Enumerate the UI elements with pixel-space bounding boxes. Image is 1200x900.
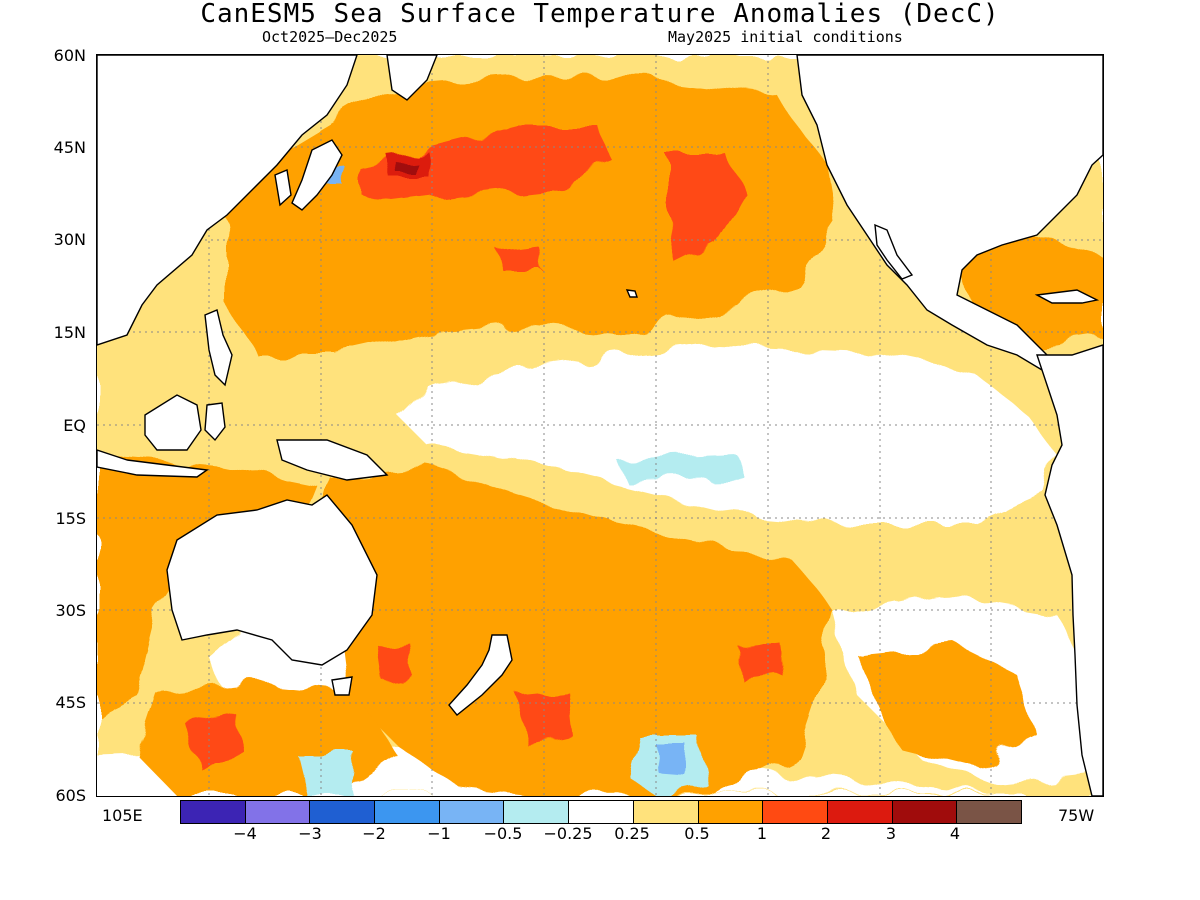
map-canvas bbox=[97, 55, 1103, 796]
colorbar-label: −1 bbox=[427, 824, 451, 843]
colorbar-swatch bbox=[439, 801, 505, 823]
land-philippines bbox=[204, 309, 233, 387]
land-australia bbox=[166, 494, 378, 666]
colorbar-swatch bbox=[763, 801, 828, 823]
lat-label-30s: 30S bbox=[55, 601, 86, 620]
land-masses bbox=[97, 55, 1103, 796]
colorbar-swatch bbox=[827, 801, 893, 823]
land-sulawesi bbox=[204, 402, 226, 442]
colorbar-label: −0.5 bbox=[483, 824, 523, 843]
land-java bbox=[97, 449, 209, 478]
lat-label-60n: 60N bbox=[53, 46, 86, 65]
colorbar-swatch bbox=[375, 801, 440, 823]
lon-label-left: 105E bbox=[102, 806, 143, 825]
land-asia bbox=[97, 55, 358, 346]
colorbar-swatch bbox=[504, 801, 570, 823]
lat-label-15n: 15N bbox=[53, 323, 86, 342]
colorbar-label: 0.25 bbox=[614, 824, 650, 843]
colorbar-swatch bbox=[181, 801, 246, 823]
lat-label-45n: 45N bbox=[53, 138, 86, 157]
land-new-zealand bbox=[448, 634, 513, 716]
colorbar-swatch bbox=[245, 801, 311, 823]
lat-label-eq: EQ bbox=[63, 416, 86, 435]
land-borneo bbox=[144, 394, 202, 451]
lat-label-45s: 45S bbox=[55, 693, 86, 712]
lat-label-15s: 15S bbox=[55, 509, 86, 528]
sst-anomaly-map bbox=[96, 54, 1104, 797]
colorbar-swatch bbox=[957, 801, 1021, 823]
colorbar-label: −0.25 bbox=[543, 824, 593, 843]
colorbar-label: 0.5 bbox=[684, 824, 710, 843]
lat-label-30n: 30N bbox=[53, 230, 86, 249]
map-title: CanESM5 Sea Surface Temperature Anomalie… bbox=[200, 0, 1000, 29]
colorbar-label: −2 bbox=[362, 824, 386, 843]
forecast-period: Oct2025–Dec2025 bbox=[262, 28, 398, 46]
land-cuba bbox=[1034, 289, 1100, 304]
initial-conditions: May2025 initial conditions bbox=[668, 28, 903, 46]
land-baja bbox=[874, 223, 914, 280]
colorbar-label: 4 bbox=[949, 824, 961, 843]
colorbar-label: 3 bbox=[885, 824, 897, 843]
colorbar-label: −3 bbox=[298, 824, 322, 843]
land-kamchatka bbox=[386, 55, 438, 101]
colorbar-swatch bbox=[569, 801, 634, 823]
colorbar bbox=[180, 800, 1022, 824]
colorbar-swatch bbox=[310, 801, 376, 823]
land-japan bbox=[291, 139, 343, 211]
land-hawaii bbox=[625, 289, 638, 298]
colorbar-label: −4 bbox=[233, 824, 257, 843]
land-new-guinea bbox=[276, 439, 389, 481]
land-south-america bbox=[1036, 344, 1103, 796]
lat-label-60s: 60S bbox=[55, 786, 86, 805]
colorbar-swatch bbox=[892, 801, 958, 823]
land-korea bbox=[274, 169, 292, 207]
colorbar-label: 1 bbox=[756, 824, 768, 843]
colorbar-label: 2 bbox=[820, 824, 832, 843]
land-tasmania bbox=[331, 676, 353, 696]
lon-label-right: 75W bbox=[1058, 806, 1095, 825]
colorbar-swatch bbox=[698, 801, 764, 823]
colorbar-swatch bbox=[633, 801, 699, 823]
